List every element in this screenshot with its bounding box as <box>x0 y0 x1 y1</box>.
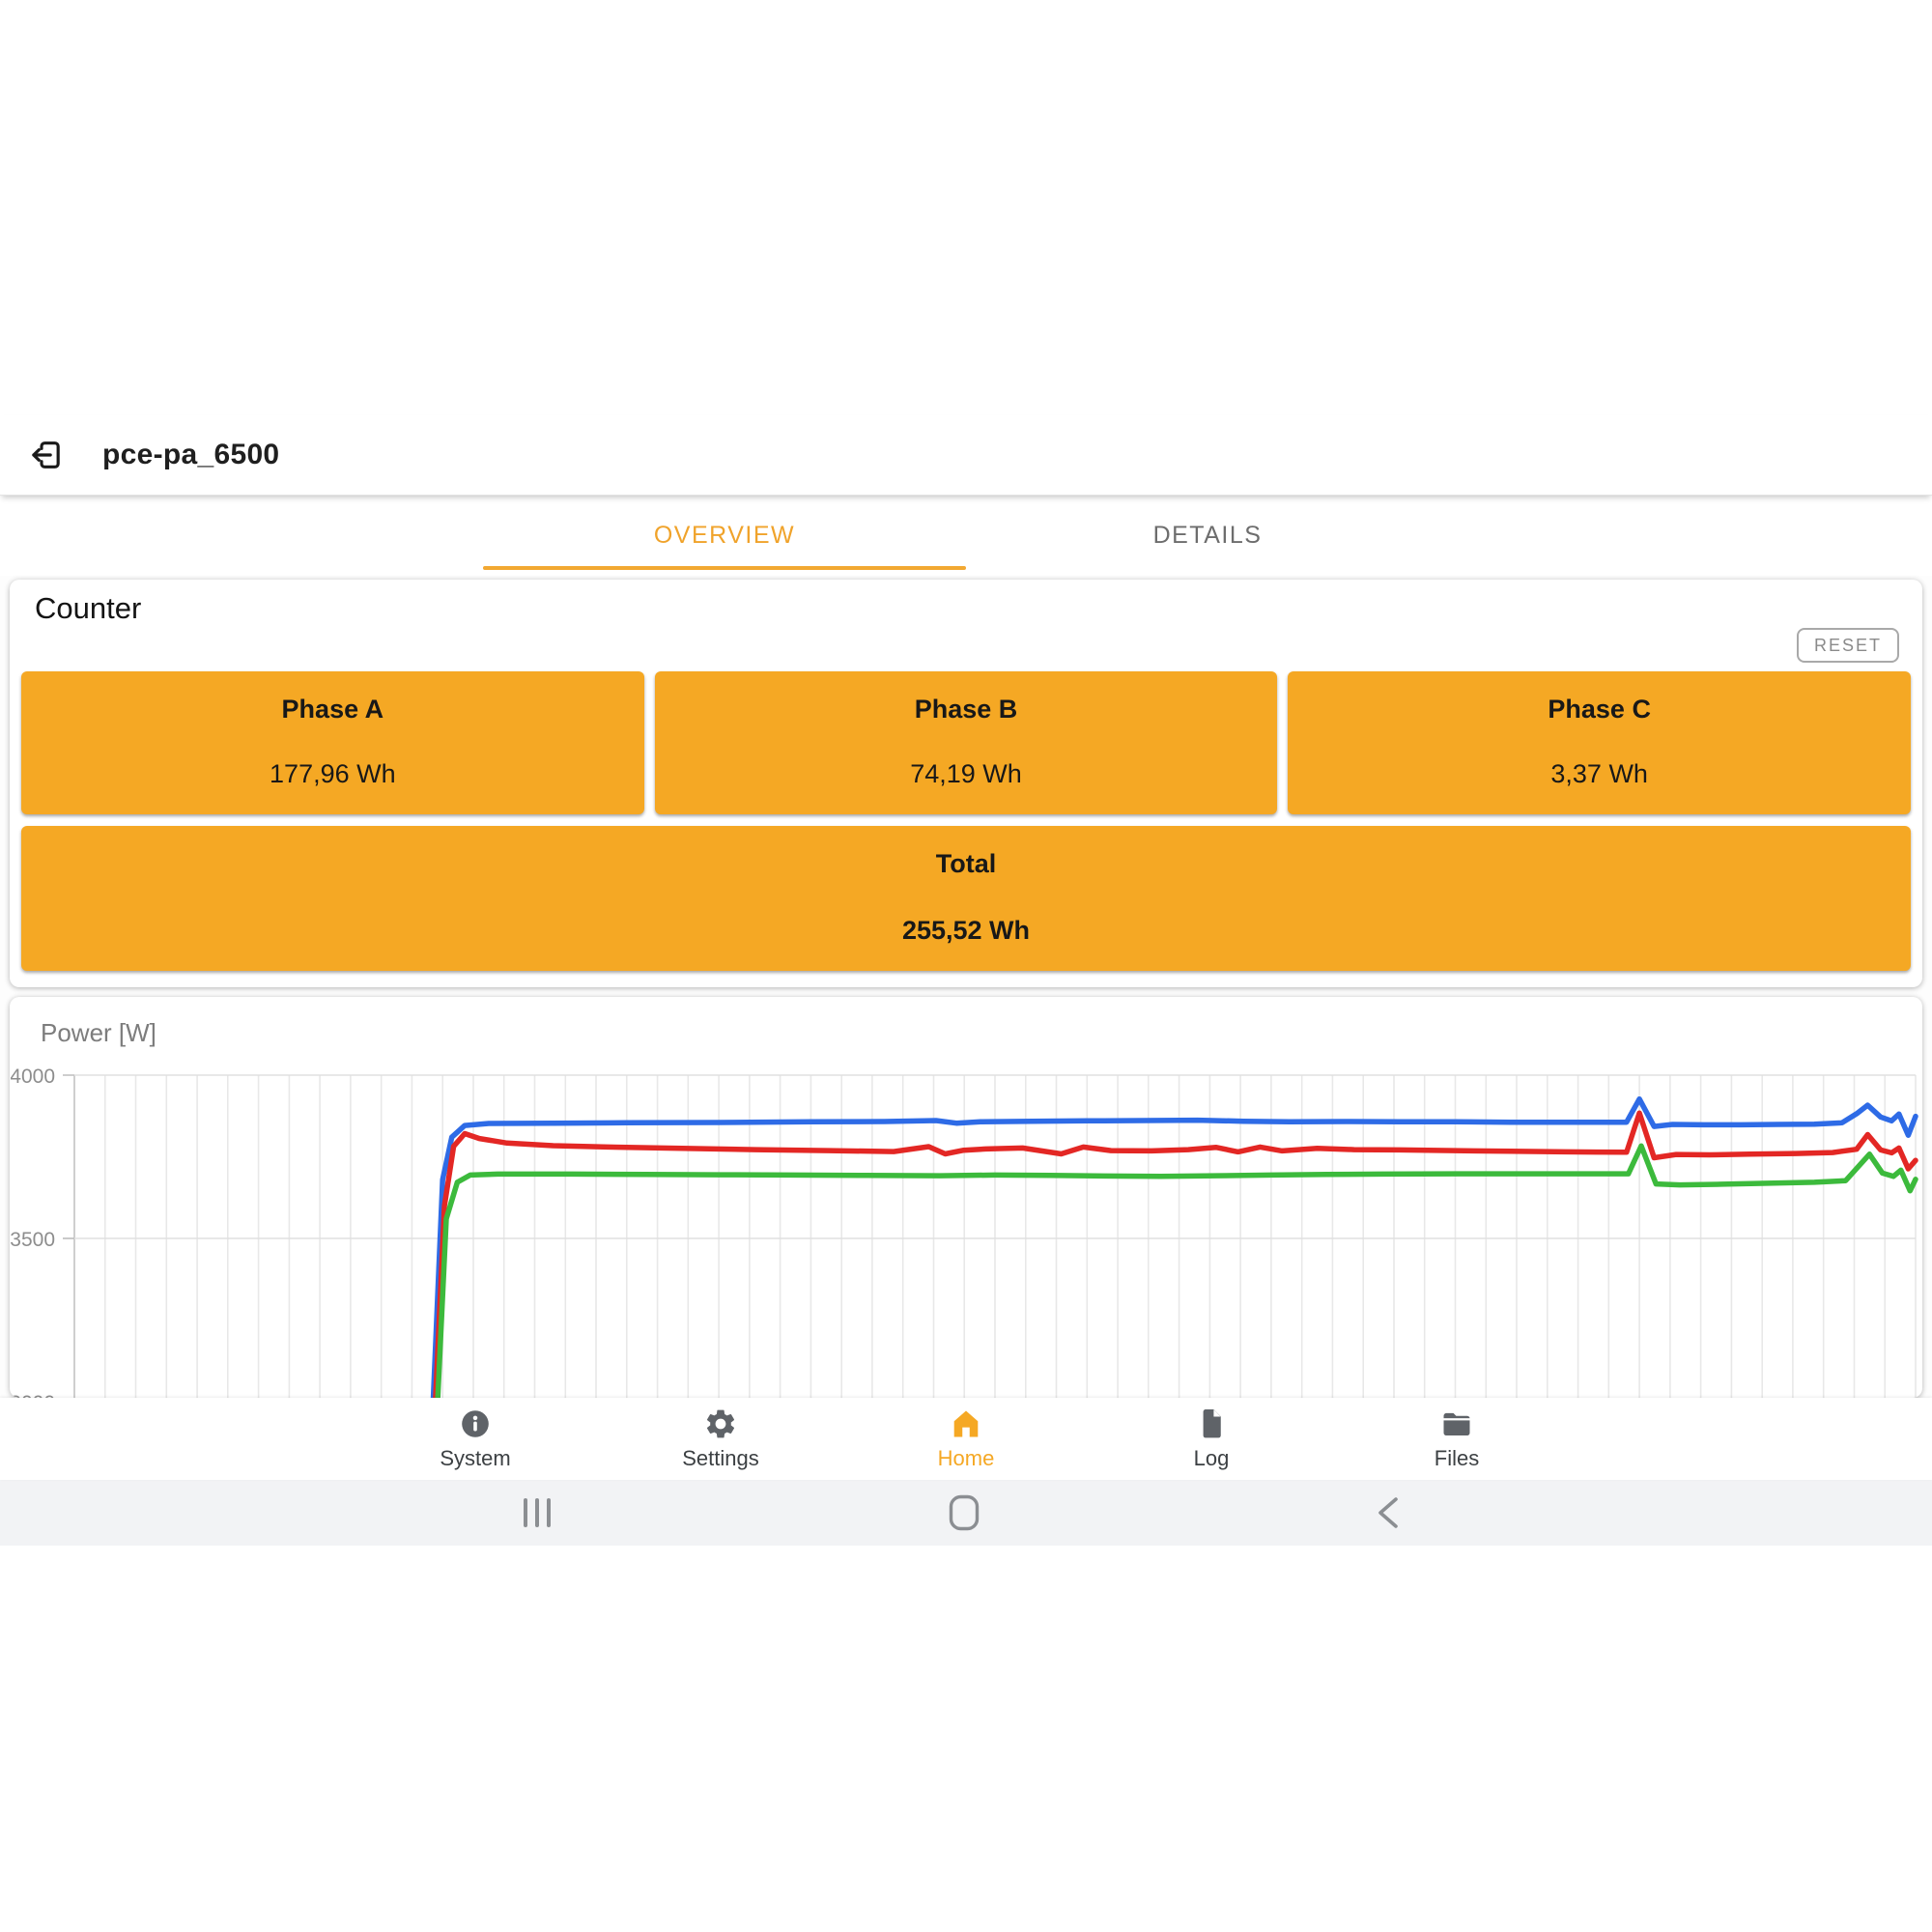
android-system-bar <box>0 1480 1932 1546</box>
nav-label-settings: Settings <box>682 1446 759 1470</box>
nav-item-log[interactable]: Log <box>1089 1398 1334 1480</box>
nav-label-files: Files <box>1434 1446 1480 1470</box>
phase-b-label: Phase B <box>914 695 1018 724</box>
total-box: Total 255,52 Wh <box>21 826 1911 971</box>
nav-label-log: Log <box>1193 1446 1230 1470</box>
folder-icon <box>1443 1412 1470 1435</box>
svg-text:4000: 4000 <box>11 1065 55 1088</box>
counter-card: Counter RESET Phase A 177,96 Wh Phase B … <box>10 580 1922 987</box>
phase-row: Phase A 177,96 Wh Phase B 74,19 Wh Phase… <box>21 671 1912 814</box>
svg-text:3500: 3500 <box>11 1229 55 1251</box>
tab-details[interactable]: DETAILS <box>966 495 1449 576</box>
total-label: Total <box>935 849 997 878</box>
chart-y-axis-title: Power [W] <box>41 1018 156 1047</box>
recent-apps-icon[interactable] <box>498 1480 576 1546</box>
exit-app-icon[interactable] <box>27 436 66 474</box>
power-chart-card: Power [W] 4000 3500 3000 <box>10 997 1922 1398</box>
phase-c-box: Phase C 3,37 Wh <box>1288 671 1912 814</box>
phase-a-value: 177,96 Wh <box>270 759 396 788</box>
tab-overview-label: OVERVIEW <box>653 521 796 549</box>
svg-text:3000: 3000 <box>11 1392 55 1398</box>
tab-details-label: DETAILS <box>1152 521 1263 549</box>
page-title: pce-pa_6500 <box>102 439 280 470</box>
phase-a-label: Phase A <box>281 695 384 724</box>
bottom-nav-bar: System Settings Home Log <box>0 1398 1932 1480</box>
nav-label-system: System <box>440 1446 511 1470</box>
phase-c-label: Phase C <box>1548 695 1651 724</box>
counter-title: Counter <box>35 591 142 625</box>
power-chart-svg: 4000 3500 3000 <box>11 1065 1918 1398</box>
info-icon <box>462 1410 489 1437</box>
home-pill-icon[interactable] <box>925 1480 1003 1546</box>
tab-overview[interactable]: OVERVIEW <box>483 495 966 576</box>
tab-bar: OVERVIEW DETAILS <box>0 495 1932 576</box>
phase-a-box: Phase A 177,96 Wh <box>21 671 644 814</box>
app-bar: pce-pa_6500 <box>0 415 1932 496</box>
tab-active-underline <box>483 566 966 570</box>
phase-b-value: 74,19 Wh <box>910 759 1022 788</box>
nav-item-home[interactable]: Home <box>843 1398 1089 1480</box>
phase-c-value: 3,37 Wh <box>1550 759 1648 788</box>
document-icon <box>1203 1409 1221 1438</box>
nav-item-system[interactable]: System <box>353 1398 598 1480</box>
gear-icon <box>706 1409 735 1438</box>
nav-label-home: Home <box>937 1446 995 1470</box>
nav-item-files[interactable]: Files <box>1334 1398 1579 1480</box>
back-icon[interactable] <box>1350 1480 1427 1546</box>
phase-b-box: Phase B 74,19 Wh <box>654 671 1278 814</box>
reset-button[interactable]: RESET <box>1796 628 1899 663</box>
home-icon <box>953 1410 979 1437</box>
total-value: 255,52 Wh <box>901 916 1031 945</box>
device-screen: pce-pa_6500 OVERVIEW DETAILS Counter RES… <box>0 415 1932 1546</box>
nav-item-settings[interactable]: Settings <box>598 1398 843 1480</box>
